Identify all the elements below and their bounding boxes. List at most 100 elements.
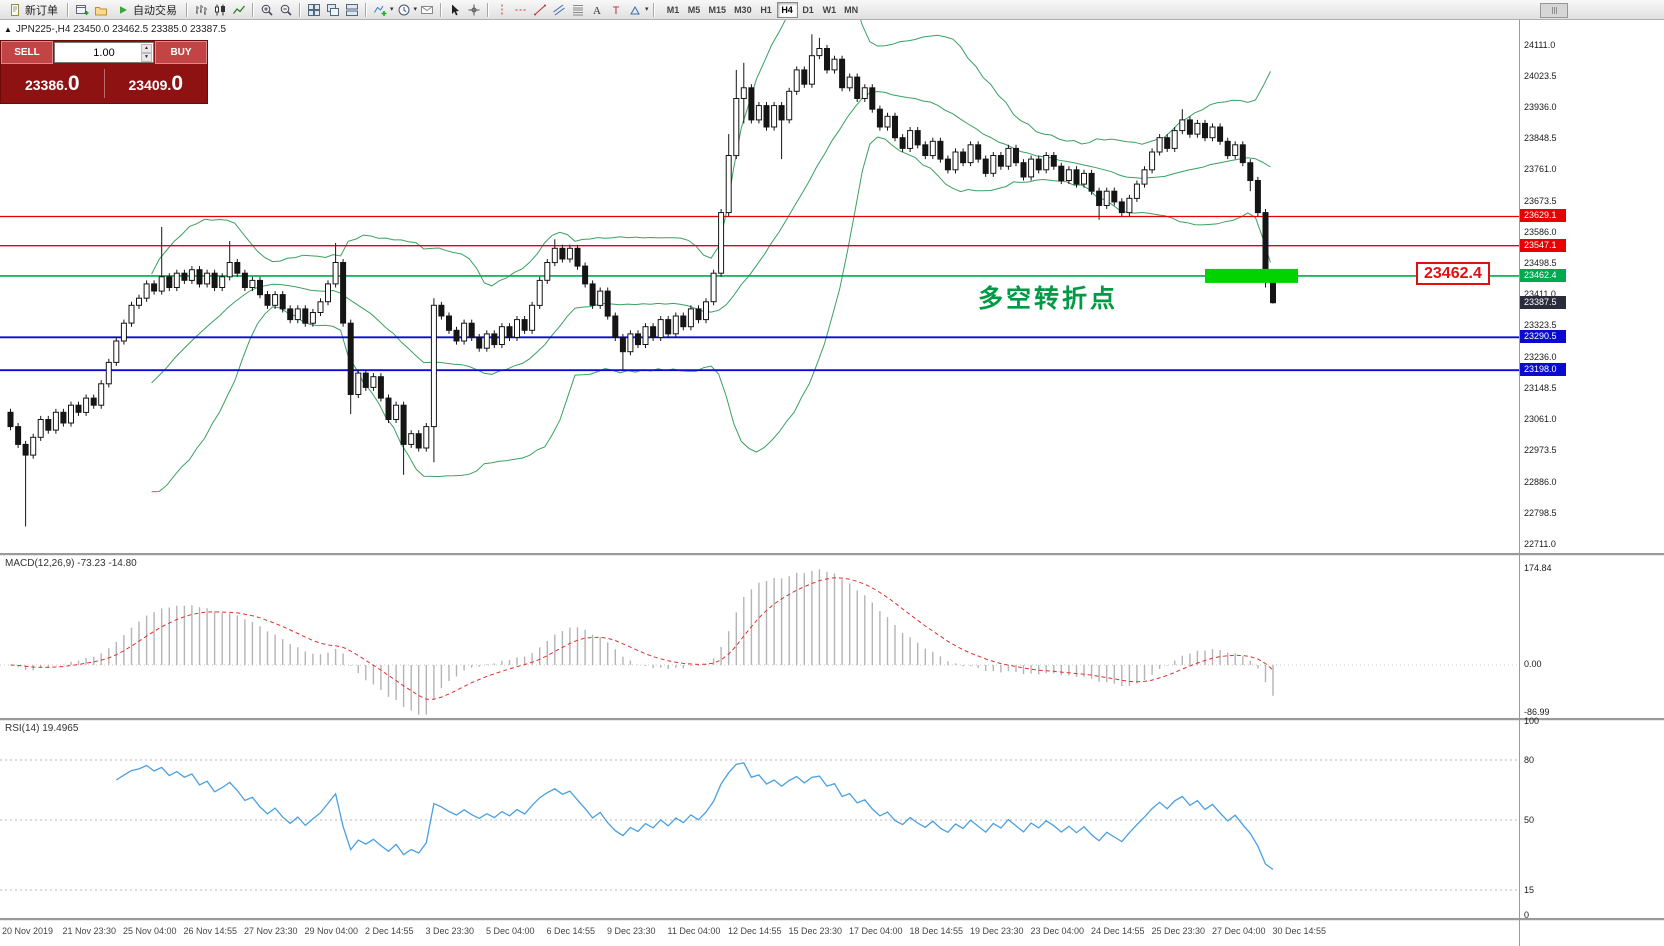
- volume-input[interactable]: [55, 46, 153, 59]
- periods-button[interactable]: [395, 1, 413, 18]
- channel-icon: [553, 4, 565, 15]
- hline-price-tag: 23462.4: [1520, 268, 1566, 282]
- candlestick-mode-button[interactable]: [211, 1, 229, 18]
- trade-panel-top-row: SELL ▲ ▼ BUY: [1, 41, 207, 64]
- shapes-tool-button[interactable]: [626, 1, 644, 18]
- time-axis-label: 29 Nov 04:00: [304, 926, 359, 936]
- rsi-scale-label: 0: [1524, 910, 1530, 920]
- horizontal-line-tool-button[interactable]: [512, 1, 530, 18]
- price-axis-divider: [1519, 20, 1520, 946]
- time-axis-label: 21 Nov 23:30: [62, 926, 117, 936]
- hline-price-tag: 23629.1: [1520, 209, 1566, 223]
- crosshair-tool-button[interactable]: [465, 1, 483, 18]
- tf-button-h4[interactable]: H4: [776, 1, 798, 18]
- panel-separator-rsi[interactable]: [0, 718, 1664, 721]
- time-axis-label: 9 Dec 23:30: [607, 926, 656, 936]
- tf-button-m1[interactable]: M1: [663, 2, 684, 18]
- time-axis-label: 24 Dec 14:55: [1091, 926, 1145, 936]
- hline-price-tag: 23547.1: [1520, 238, 1566, 252]
- indicators-button[interactable]: [371, 1, 389, 18]
- mini-scrollbar[interactable]: [1540, 3, 1568, 18]
- tf-button-w1[interactable]: W1: [819, 2, 841, 18]
- price-callout-box[interactable]: 23462.4: [1416, 262, 1490, 285]
- text-tool-button[interactable]: A: [588, 1, 606, 18]
- new-chart-button[interactable]: [73, 1, 91, 18]
- zoom-out-button[interactable]: [277, 1, 295, 18]
- new-order-button[interactable]: 新订单: [3, 1, 63, 18]
- volume-spinner[interactable]: ▲ ▼: [141, 44, 152, 62]
- time-axis-label: 15 Dec 23:30: [788, 926, 843, 936]
- line-chart-mode-button[interactable]: [230, 1, 248, 18]
- sell-price-big-digit: 0: [67, 71, 80, 95]
- sell-price-main: 23386.: [24, 76, 68, 93]
- hline-price-tag: 23290.5: [1520, 330, 1566, 344]
- time-axis-label: 12 Dec 14:55: [728, 926, 782, 936]
- tf-button-m5[interactable]: M5: [684, 2, 705, 18]
- sell-price[interactable]: 23386.0: [1, 72, 104, 96]
- profiles-folder-icon: [95, 6, 107, 15]
- zoom-in-button[interactable]: [258, 1, 276, 18]
- toolbar: 新订单 自动交易 ▾ ▾ A T: [0, 0, 1664, 20]
- price-scale-label: 23936.0: [1524, 102, 1557, 113]
- tile-windows-icon: [308, 3, 320, 16]
- time-axis-label: 23 Dec 04:00: [1030, 926, 1085, 936]
- time-axis-label: 11 Dec 04:00: [667, 926, 721, 936]
- vertical-line-icon: [501, 4, 503, 15]
- tf-button-d1[interactable]: D1: [798, 2, 819, 18]
- label-tool-button[interactable]: T: [607, 1, 625, 18]
- fibonacci-icon: [573, 4, 584, 15]
- fibonacci-tool-button[interactable]: [569, 1, 587, 18]
- toolbar-separator: [67, 2, 69, 17]
- buy-price-big-digit: 0: [171, 71, 183, 95]
- time-axis-label: 3 Dec 23:30: [425, 926, 475, 936]
- rsi-scale-label: 80: [1524, 755, 1535, 765]
- tile-windows-button[interactable]: [305, 1, 323, 18]
- tf-button-m15[interactable]: M15: [705, 2, 731, 18]
- macd-canvas[interactable]: [0, 555, 1519, 720]
- tf-button-mn[interactable]: MN: [840, 2, 862, 18]
- sell-button[interactable]: SELL: [1, 41, 53, 64]
- price-scale-label: 23148.5: [1524, 382, 1557, 393]
- macd-scale-label: 174.84: [1524, 562, 1552, 573]
- profiles-button[interactable]: [92, 1, 110, 18]
- cursor-icon: [452, 4, 460, 15]
- rsi-scale-label: 100: [1524, 716, 1540, 726]
- auto-trading-label: 自动交易: [133, 4, 177, 17]
- bar-chart-mode-button[interactable]: [192, 1, 210, 18]
- price-scale-label: 23586.0: [1524, 226, 1557, 237]
- tf-button-m30[interactable]: M30: [730, 2, 756, 18]
- clock-icon: [398, 4, 410, 15]
- toolbar-separator: [299, 2, 301, 17]
- line-chart-icon: [232, 5, 246, 14]
- label-icon: T: [613, 5, 620, 17]
- volume-up-icon[interactable]: ▲: [141, 44, 152, 53]
- panel-separator-macd[interactable]: [0, 553, 1664, 556]
- zoom-in-icon: [261, 4, 273, 16]
- arrange-windows-button[interactable]: [343, 1, 361, 18]
- trendline-tool-button[interactable]: [531, 1, 549, 18]
- cascade-windows-button[interactable]: [324, 1, 342, 18]
- chevron-down-icon[interactable]: ▾: [645, 6, 649, 13]
- volume-down-icon[interactable]: ▼: [141, 53, 152, 62]
- symbol-ohlc-text: JPN225-,H4 23450.0 23462.5 23385.0 23387…: [15, 24, 227, 35]
- cursor-tool-button[interactable]: [446, 1, 464, 18]
- buy-price[interactable]: 23409.0: [105, 72, 208, 96]
- candlestick-icon: [215, 4, 225, 15]
- buy-button[interactable]: BUY: [155, 41, 207, 64]
- trade-panel-divider: [103, 68, 105, 99]
- chevron-down-icon[interactable]: ▾: [390, 6, 394, 13]
- channel-tool-button[interactable]: [550, 1, 568, 18]
- chevron-down-icon[interactable]: ▾: [413, 6, 418, 13]
- time-axis-label: 18 Dec 14:55: [909, 926, 964, 936]
- rsi-canvas[interactable]: [0, 720, 1519, 920]
- macd-scale-label: -86.99: [1524, 706, 1550, 717]
- tf-button-h1[interactable]: H1: [756, 2, 777, 18]
- one-click-collapse-icon[interactable]: ▲: [4, 25, 12, 34]
- main-chart-canvas[interactable]: [0, 20, 1519, 555]
- vertical-line-tool-button[interactable]: [493, 1, 511, 18]
- time-axis-label: 6 Dec 14:55: [546, 926, 596, 936]
- auto-trading-button[interactable]: 自动交易: [111, 1, 182, 18]
- toolbar-separator: [252, 2, 254, 17]
- mail-button[interactable]: [418, 1, 436, 18]
